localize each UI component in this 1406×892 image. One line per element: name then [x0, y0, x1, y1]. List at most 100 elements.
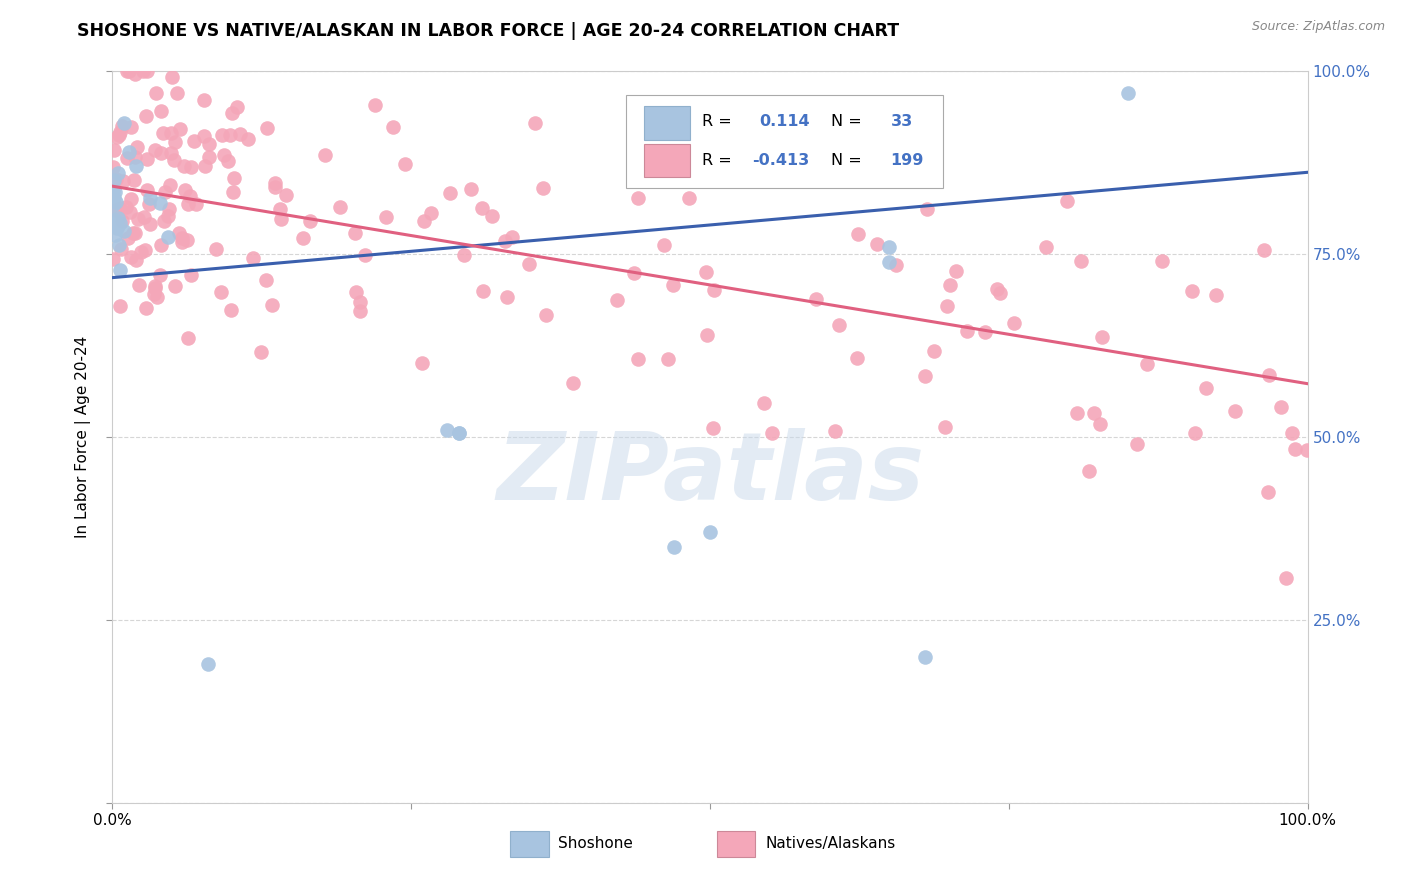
Point: [117, 151, 139, 165]
Point: [131, 245, 153, 260]
Point: [193, 129, 215, 144]
Point: [124, 150, 146, 164]
Point: [104, 202, 127, 217]
Point: [1181, 284, 1204, 298]
Point: [169, 226, 191, 240]
Point: [159, 178, 181, 193]
Point: [879, 240, 901, 254]
Point: [481, 209, 503, 223]
Point: [413, 214, 436, 228]
Point: [103, 192, 125, 206]
Point: [1118, 87, 1140, 101]
Text: N =: N =: [831, 114, 862, 129]
Point: [110, 262, 132, 277]
Point: [1270, 400, 1292, 414]
Point: [703, 283, 725, 297]
Point: [114, 200, 136, 214]
Point: [149, 146, 172, 161]
Point: [170, 231, 193, 245]
Point: [1077, 464, 1099, 478]
Point: [299, 214, 322, 228]
Point: [217, 154, 239, 169]
Point: [236, 131, 259, 145]
Point: [212, 148, 235, 162]
FancyBboxPatch shape: [644, 106, 690, 140]
Point: [156, 210, 179, 224]
Point: [471, 284, 494, 298]
Point: [101, 160, 124, 174]
Point: [915, 202, 938, 217]
Point: [222, 170, 245, 185]
Point: [1184, 426, 1206, 441]
Point: [702, 421, 724, 435]
Point: [695, 264, 717, 278]
Point: [228, 127, 250, 141]
Point: [139, 191, 162, 205]
Point: [1195, 381, 1218, 395]
Point: [103, 212, 125, 227]
Point: [344, 226, 367, 240]
Point: [138, 197, 160, 211]
Point: [436, 423, 458, 437]
Point: [112, 174, 135, 188]
Point: [110, 214, 132, 228]
Point: [264, 177, 287, 191]
Point: [132, 210, 155, 224]
Point: [804, 292, 827, 306]
Point: [163, 279, 186, 293]
Point: [763, 118, 786, 132]
Point: [752, 396, 775, 410]
Point: [1205, 288, 1227, 302]
Point: [394, 157, 416, 171]
Point: [222, 186, 245, 200]
Point: [101, 216, 124, 230]
Point: [180, 160, 202, 174]
Point: [1136, 357, 1159, 371]
Point: [828, 318, 851, 332]
Point: [107, 128, 129, 142]
Point: [169, 121, 191, 136]
Point: [534, 308, 557, 322]
Point: [627, 191, 650, 205]
Point: [1083, 406, 1105, 420]
Point: [125, 160, 148, 174]
Point: [344, 285, 367, 299]
Point: [218, 128, 240, 143]
Point: [105, 219, 128, 234]
Point: [104, 185, 127, 199]
Point: [157, 230, 180, 244]
Point: [496, 290, 519, 304]
Point: [132, 64, 155, 78]
Point: [1257, 485, 1279, 500]
Point: [219, 302, 242, 317]
Text: 199: 199: [890, 153, 924, 168]
Point: [627, 352, 650, 367]
Point: [1284, 442, 1306, 456]
Point: [501, 230, 523, 244]
Point: [439, 186, 461, 201]
Point: [149, 103, 172, 118]
Point: [101, 185, 124, 199]
Point: [135, 301, 157, 315]
Point: [105, 194, 128, 209]
Point: [1257, 368, 1279, 382]
Point: [922, 344, 945, 359]
Point: [170, 235, 193, 249]
Point: [211, 128, 233, 142]
Point: [108, 237, 131, 252]
Point: [179, 189, 201, 203]
Point: [163, 153, 186, 168]
Point: [135, 152, 157, 166]
Point: [1281, 425, 1303, 440]
Point: [160, 70, 183, 85]
Point: [145, 279, 167, 293]
Point: [193, 159, 215, 173]
Point: [101, 191, 124, 205]
Point: [1152, 254, 1174, 268]
Point: [517, 257, 540, 271]
Point: [329, 200, 352, 214]
Point: [1066, 406, 1088, 420]
Point: [561, 376, 583, 390]
Point: [866, 237, 889, 252]
Point: [375, 210, 398, 224]
